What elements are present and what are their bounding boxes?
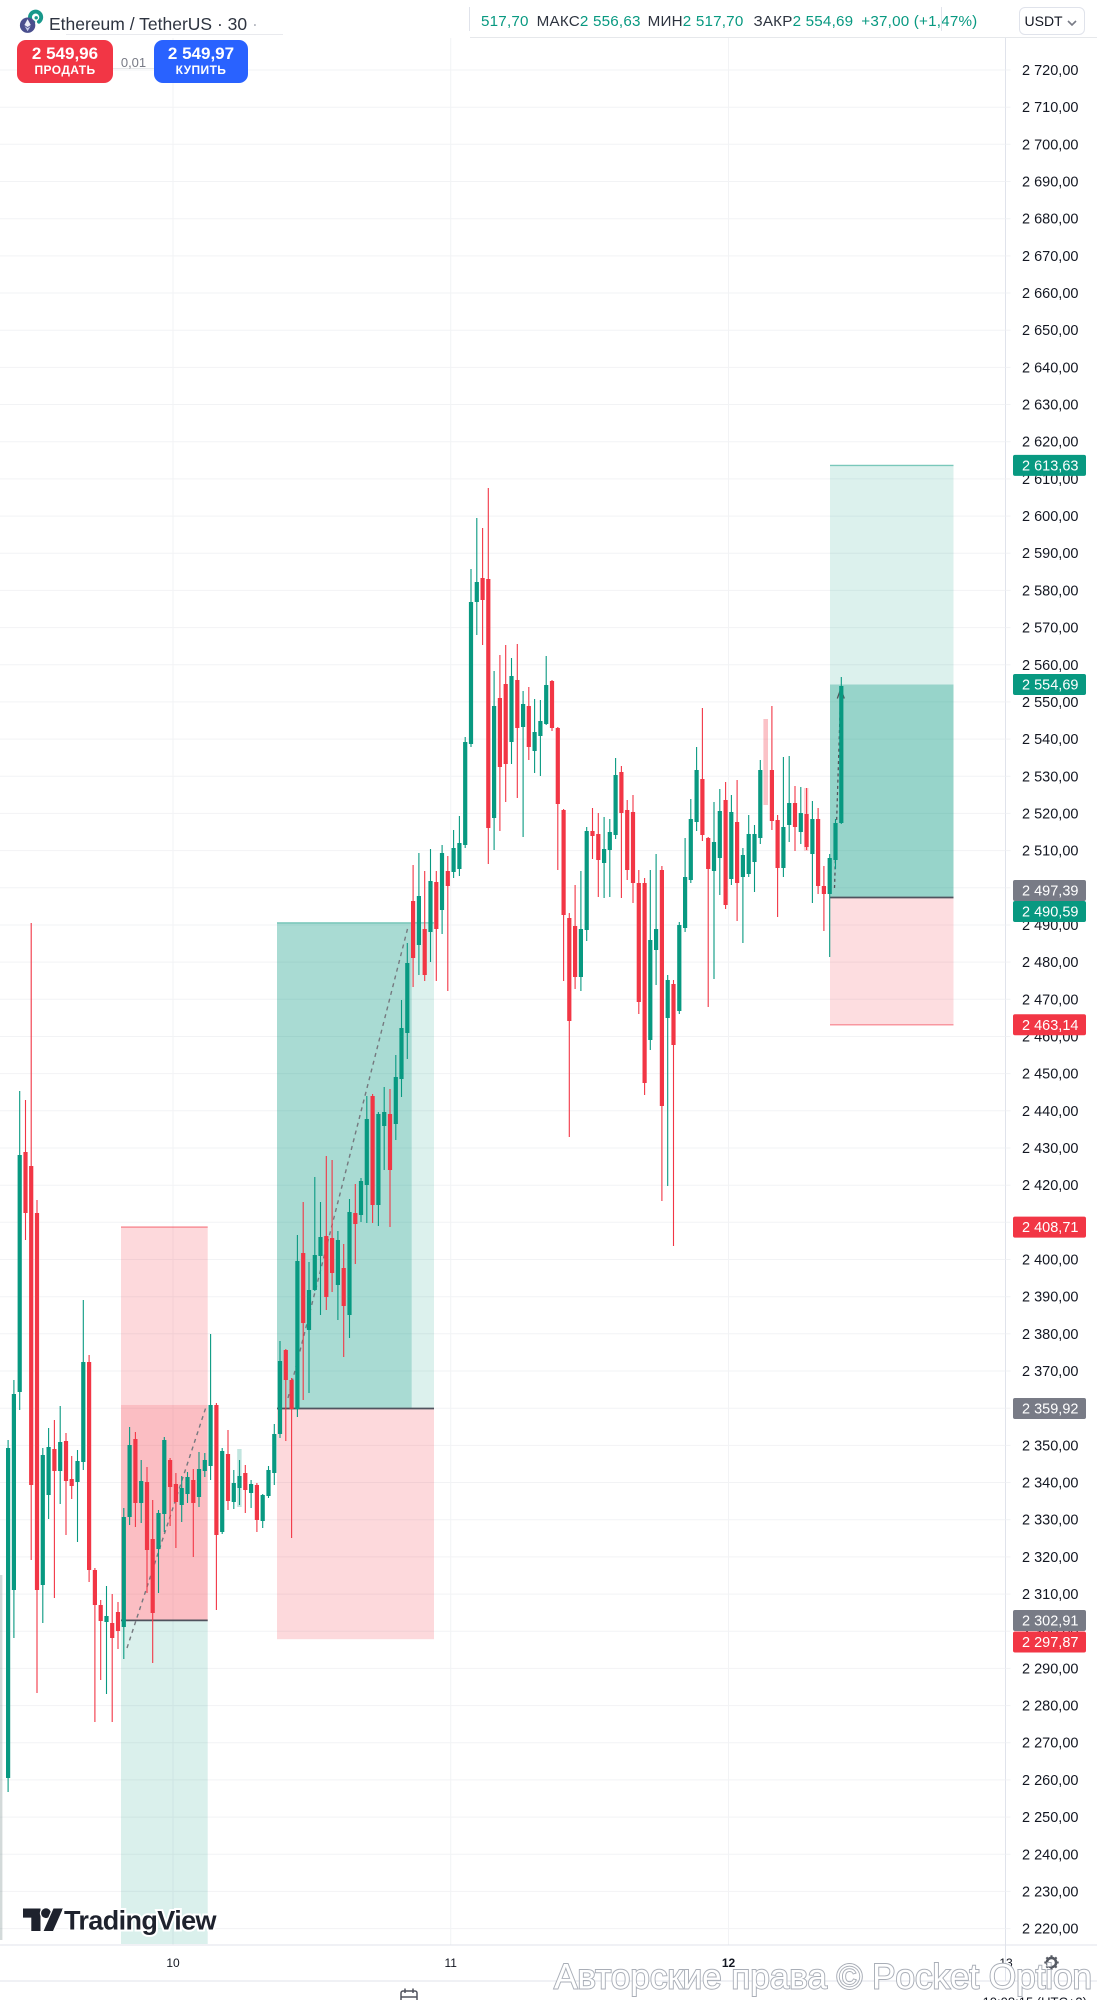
svg-text:2 380,00: 2 380,00 [1022, 1327, 1078, 1343]
svg-text:2 330,00: 2 330,00 [1022, 1513, 1078, 1529]
svg-text:2 400,00: 2 400,00 [1022, 1253, 1078, 1269]
svg-text:2 270,00: 2 270,00 [1022, 1736, 1078, 1752]
svg-text:2 620,00: 2 620,00 [1022, 435, 1078, 451]
svg-text:2 390,00: 2 390,00 [1022, 1290, 1078, 1306]
svg-text:2 310,00: 2 310,00 [1022, 1587, 1078, 1603]
svg-text:2 470,00: 2 470,00 [1022, 992, 1078, 1008]
svg-text:2 630,00: 2 630,00 [1022, 398, 1078, 414]
svg-text:2 560,00: 2 560,00 [1022, 658, 1078, 674]
svg-text:2 710,00: 2 710,00 [1022, 100, 1078, 116]
svg-text:2 260,00: 2 260,00 [1022, 1773, 1078, 1789]
svg-text:2 700,00: 2 700,00 [1022, 137, 1078, 153]
svg-text:2 690,00: 2 690,00 [1022, 175, 1078, 191]
svg-text:2 450,00: 2 450,00 [1022, 1067, 1078, 1083]
svg-text:2 600,00: 2 600,00 [1022, 509, 1078, 525]
svg-text:2 520,00: 2 520,00 [1022, 806, 1078, 822]
svg-text:2 650,00: 2 650,00 [1022, 323, 1078, 339]
svg-text:13: 13 [999, 1956, 1013, 1970]
svg-text:2 510,00: 2 510,00 [1022, 844, 1078, 860]
svg-text:2 480,00: 2 480,00 [1022, 955, 1078, 971]
svg-text:2 220,00: 2 220,00 [1022, 1922, 1078, 1938]
svg-text:2 297,87: 2 297,87 [1022, 1635, 1078, 1651]
svg-text:2 590,00: 2 590,00 [1022, 546, 1078, 562]
svg-text:2 640,00: 2 640,00 [1022, 360, 1078, 376]
svg-text:2 720,00: 2 720,00 [1022, 63, 1078, 79]
svg-text:2 570,00: 2 570,00 [1022, 621, 1078, 637]
svg-text:2 440,00: 2 440,00 [1022, 1104, 1078, 1120]
svg-text:2 240,00: 2 240,00 [1022, 1847, 1078, 1863]
svg-text:2 613,63: 2 613,63 [1022, 458, 1078, 474]
svg-text:2 340,00: 2 340,00 [1022, 1476, 1078, 1492]
svg-text:2 580,00: 2 580,00 [1022, 583, 1078, 599]
svg-text:10:08:15 (UTC+3): 10:08:15 (UTC+3) [983, 1995, 1087, 2000]
svg-text:11: 11 [444, 1956, 457, 1970]
svg-text:2 230,00: 2 230,00 [1022, 1884, 1078, 1900]
svg-text:2 497,39: 2 497,39 [1022, 884, 1078, 900]
svg-text:2 320,00: 2 320,00 [1022, 1550, 1078, 1566]
svg-text:2 530,00: 2 530,00 [1022, 769, 1078, 785]
svg-text:2 250,00: 2 250,00 [1022, 1810, 1078, 1826]
svg-text:2 350,00: 2 350,00 [1022, 1438, 1078, 1454]
svg-text:2 550,00: 2 550,00 [1022, 695, 1078, 711]
svg-text:2 370,00: 2 370,00 [1022, 1364, 1078, 1380]
svg-text:TradingView: TradingView [64, 1906, 218, 1936]
svg-text:2 280,00: 2 280,00 [1022, 1699, 1078, 1715]
svg-text:2 302,91: 2 302,91 [1022, 1614, 1078, 1630]
svg-text:10: 10 [166, 1956, 180, 1970]
svg-text:12: 12 [722, 1956, 736, 1970]
svg-text:2 463,14: 2 463,14 [1022, 1018, 1078, 1034]
svg-text:2 540,00: 2 540,00 [1022, 732, 1078, 748]
svg-text:2 430,00: 2 430,00 [1022, 1141, 1078, 1157]
svg-text:2 680,00: 2 680,00 [1022, 212, 1078, 228]
svg-text:2 420,00: 2 420,00 [1022, 1178, 1078, 1194]
svg-text:2 490,59: 2 490,59 [1022, 905, 1078, 921]
svg-text:2 670,00: 2 670,00 [1022, 249, 1078, 265]
svg-text:2 408,71: 2 408,71 [1022, 1220, 1078, 1236]
svg-text:Авторские права © Pocket Optio: Авторские права © Pocket Option [554, 1958, 1092, 1997]
svg-text:2 554,69: 2 554,69 [1022, 678, 1078, 694]
svg-text:2 359,92: 2 359,92 [1022, 1402, 1078, 1418]
svg-text:2 660,00: 2 660,00 [1022, 286, 1078, 302]
svg-text:2 290,00: 2 290,00 [1022, 1661, 1078, 1677]
